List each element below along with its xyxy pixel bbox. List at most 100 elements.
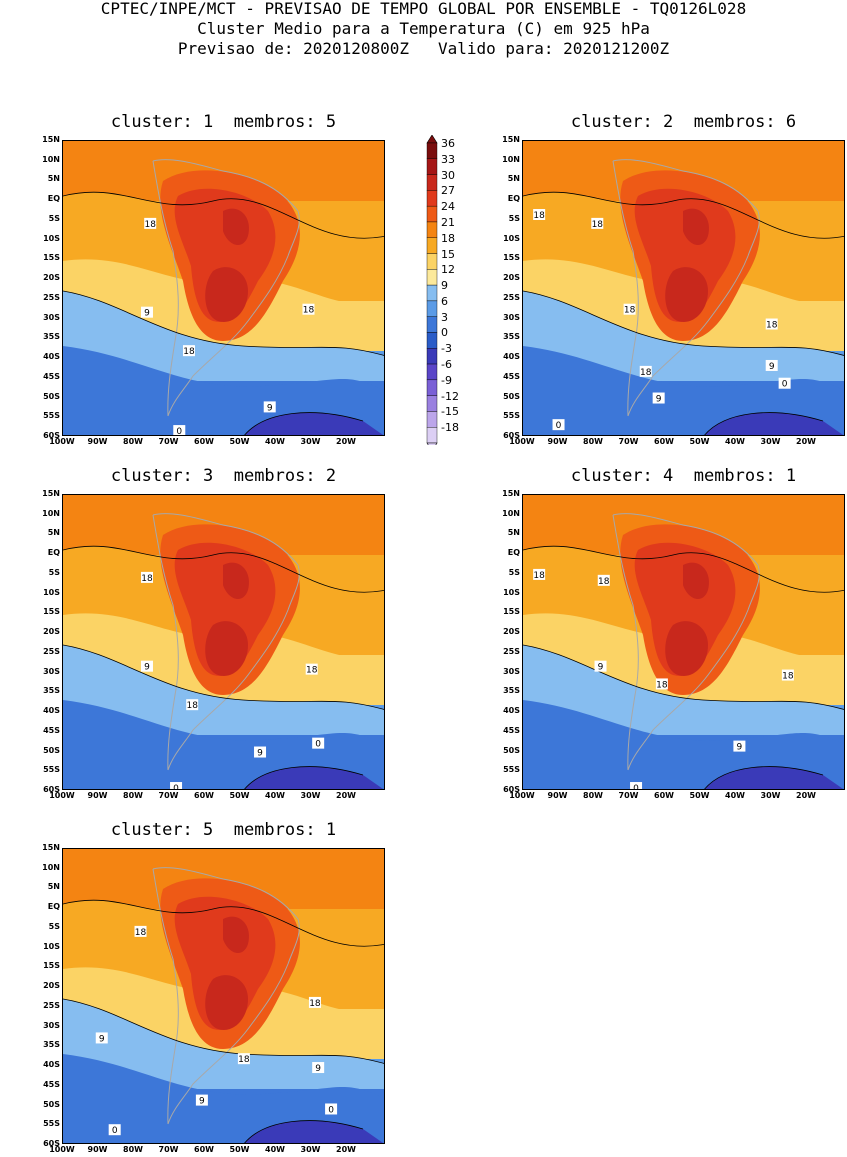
- colorbar-label: 9: [441, 279, 448, 293]
- lat-tick-label: 25S: [503, 292, 520, 302]
- contour-label: 18: [640, 368, 652, 378]
- contour-line: [63, 545, 384, 789]
- contour-label-bg: [170, 782, 183, 789]
- contour-label-bg: [312, 737, 325, 749]
- lon-tick-label: 70W: [158, 437, 179, 446]
- lon-tick-label: 20W: [336, 1145, 356, 1154]
- lat-tick-label: 25S: [43, 646, 60, 656]
- contour-label: 0: [782, 380, 788, 390]
- colorbar-swatch: [426, 332, 438, 349]
- contour-label-bg: [325, 1103, 338, 1115]
- colorbar-label: 18: [441, 231, 455, 245]
- map-canvas: 18 18 9 18 18 9 0: [523, 495, 844, 789]
- colorbar-swatch: [426, 316, 438, 333]
- map-canvas: 18 18 9 18 9 0: [63, 141, 384, 435]
- colorbar-label: -3: [441, 342, 452, 356]
- contour-label: 9: [598, 663, 604, 673]
- contour-label: 9: [267, 403, 273, 413]
- colorbar-label: -15: [441, 405, 459, 419]
- colorbar-swatch: [426, 363, 438, 381]
- warm-region: [174, 188, 276, 322]
- lat-tick-label: 45S: [43, 725, 60, 735]
- temperature-band: [63, 645, 384, 735]
- lat-tick-label: 35S: [43, 686, 60, 696]
- contour-label: 18: [303, 306, 315, 316]
- colorbar-swatch: [426, 253, 438, 270]
- cold-core: [244, 1120, 384, 1143]
- lat-tick-label: 20S: [503, 627, 520, 637]
- contour-label: 18: [782, 672, 794, 682]
- temperature-map: 18 9 18 18 9 9 0 0: [62, 848, 385, 1144]
- contour-label-bg: [308, 996, 321, 1008]
- contour-line: [523, 191, 844, 435]
- contour-label-bg: [591, 217, 604, 229]
- lat-tick-label: 5N: [47, 528, 60, 538]
- lat-tick-label: 20S: [503, 273, 520, 283]
- lat-tick-label: 20S: [43, 273, 60, 283]
- contour-label: 18: [238, 1055, 250, 1065]
- lon-tick-label: 100W: [49, 791, 75, 800]
- lat-tick-label: 40S: [43, 352, 60, 362]
- contour-label: 18: [306, 666, 318, 676]
- lat-tick-label: 10N: [42, 154, 60, 164]
- hot-core: [223, 208, 249, 246]
- colorbar-swatch: [426, 427, 438, 444]
- contour-label-bg: [186, 699, 199, 711]
- panel-title: cluster: 2 membros: 6: [570, 112, 797, 132]
- colorbar-label: 3: [441, 310, 448, 324]
- lat-tick-label: 45S: [503, 371, 520, 381]
- colorbar-label: 30: [441, 168, 455, 182]
- lat-tick-label: 5S: [48, 921, 60, 931]
- lon-tick-label: 50W: [229, 791, 250, 800]
- lat-tick-label: 50S: [43, 745, 60, 755]
- lon-tick-label: 90W: [547, 437, 568, 446]
- colorbar-swatch: [426, 379, 438, 396]
- lat-tick-label: 5N: [507, 174, 520, 184]
- lat-tick-label: 45S: [503, 725, 520, 735]
- lat-tick-label: 50S: [503, 745, 520, 755]
- contour-label-bg: [552, 419, 565, 431]
- contour-label: 0: [173, 784, 179, 790]
- lat-tick-label: 10S: [43, 941, 60, 951]
- contour-label: 18: [656, 680, 668, 690]
- lon-tick-label: 30W: [300, 1145, 321, 1154]
- lon-tick-label: 100W: [509, 791, 535, 800]
- lat-tick-label: 30S: [503, 312, 520, 322]
- colorbar-swatch: [426, 269, 438, 286]
- lat-tick-label: 35S: [503, 332, 520, 342]
- lon-tick-label: 20W: [336, 791, 356, 800]
- coastline: [152, 159, 300, 417]
- warm-region: [174, 542, 276, 676]
- contour-label-bg: [140, 660, 153, 672]
- hot-core: [665, 267, 708, 322]
- contour-label: 9: [737, 743, 743, 753]
- contour-label: 18: [135, 928, 147, 938]
- panel-title: cluster: 4 membros: 1: [570, 466, 797, 486]
- colorbar-label: -12: [441, 389, 459, 403]
- lon-tick-label: 90W: [87, 1145, 108, 1154]
- contour-label-bg: [237, 1053, 250, 1065]
- contour-label-bg: [263, 401, 276, 413]
- lat-tick-label: 60S: [503, 431, 520, 440]
- contour-label: 0: [112, 1126, 118, 1136]
- cold-core: [244, 766, 384, 789]
- lon-tick-label: 90W: [87, 437, 108, 446]
- lon-tick-label: 60W: [654, 437, 674, 446]
- contour-label-bg: [533, 209, 546, 220]
- lat-tick-label: 55S: [43, 1119, 60, 1129]
- hot-core: [205, 267, 248, 322]
- lon-tick-label: 70W: [158, 791, 179, 800]
- lat-tick-label: 40S: [503, 352, 520, 362]
- lon-tick-label: 30W: [300, 437, 321, 446]
- lat-tick-label: 15N: [42, 135, 60, 144]
- lat-tick-label: 10N: [42, 508, 60, 518]
- temperature-map: 18 9 18 18 9 0 0: [62, 494, 385, 790]
- contour-label: 18: [309, 999, 321, 1009]
- contour-label-bg: [140, 306, 153, 318]
- colorbar-swatch: [426, 395, 438, 412]
- lon-tick-label: 40W: [265, 1145, 285, 1154]
- contour-label-bg: [533, 568, 546, 580]
- header-line-3: Previsao de: 2020120800Z Valido para: 20…: [177, 39, 670, 58]
- hot-core: [223, 916, 249, 954]
